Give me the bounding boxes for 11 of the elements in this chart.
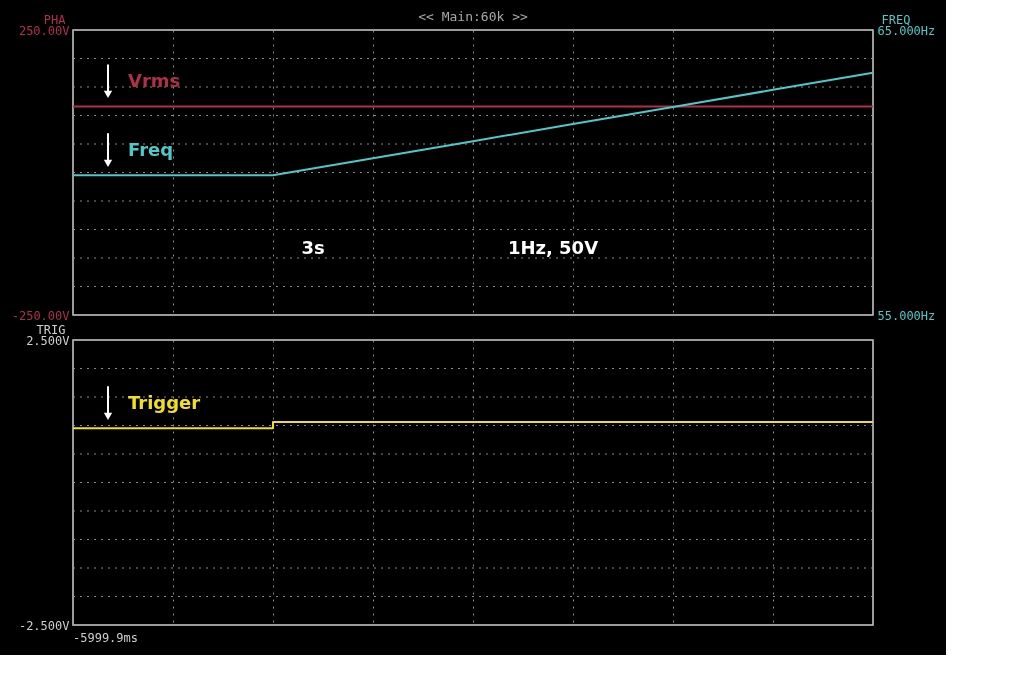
annotation: 1Hz, 50V [507, 237, 599, 259]
y2-tick-label: 55.000Hz [877, 308, 936, 323]
series-label: Vrms [128, 70, 181, 92]
series-label: Trigger [128, 392, 201, 414]
series-label: Freq [128, 139, 174, 161]
line-series [72, 71, 874, 177]
annotation: 3s [301, 237, 325, 259]
y-tick-label: -250.00V [11, 308, 70, 323]
y-tick-label: -2.500V [18, 618, 70, 633]
text: << Main:60k >> [418, 9, 528, 25]
text: -5999.9ms [73, 630, 139, 645]
